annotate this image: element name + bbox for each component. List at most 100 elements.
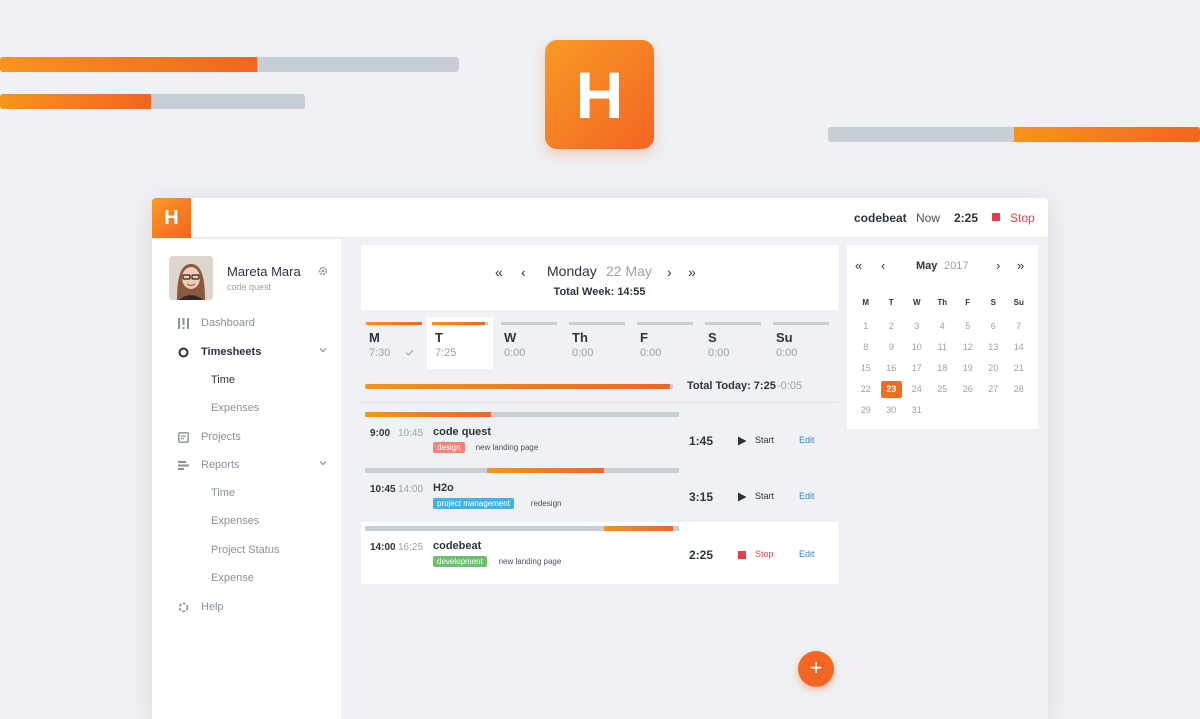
prev-week-icon[interactable]: « (495, 264, 503, 280)
play-icon[interactable] (737, 492, 747, 502)
calendar-day[interactable]: 20 (988, 363, 999, 373)
weekday-m[interactable]: M 7:30 (361, 317, 427, 369)
chevron-down-icon[interactable] (319, 459, 327, 467)
sidebar-item-dashboard[interactable]: Dashboard (152, 313, 341, 335)
app-window: H codebeat Now 2:25 Stop Mareta Mara cod… (152, 198, 1048, 719)
entry-duration: 2:25 (689, 548, 714, 562)
time-entry[interactable]: 14:00 16:25 codebeat development new landing… (361, 522, 838, 584)
start-button[interactable]: Start (755, 435, 775, 445)
circle-icon (178, 347, 189, 358)
day-progress-bar (432, 322, 488, 325)
sidebar-subitem-time[interactable]: Time (211, 374, 236, 386)
sidebar-item-timesheets[interactable]: Timesheets (152, 342, 341, 364)
calendar-day[interactable]: 15 (860, 363, 871, 373)
next-year-icon[interactable]: » (1017, 258, 1025, 273)
calendar-day[interactable]: 3 (914, 321, 920, 331)
calendar-day[interactable]: 12 (962, 342, 973, 352)
sidebar-subitem-time[interactable]: Time (211, 487, 236, 499)
calendar-day[interactable]: 10 (911, 342, 922, 352)
sidebar-subitem-expenses[interactable]: Expenses (211, 402, 260, 414)
app-logo[interactable]: H (152, 198, 191, 238)
calendar-day[interactable]: 6 (990, 321, 996, 331)
prev-year-icon[interactable]: « (855, 258, 863, 273)
entry-tag[interactable]: development (433, 556, 487, 567)
sidebar-item-reports[interactable]: Reports (152, 455, 341, 477)
calendar-day[interactable]: 13 (988, 342, 999, 352)
weekday-w[interactable]: W 0:00 (496, 317, 562, 369)
calendar-day[interactable]: 1 (863, 321, 869, 331)
weekday-f[interactable]: F 0:00 (632, 317, 698, 369)
entry-end-time: 10:45 (398, 428, 424, 439)
calendar-day[interactable]: 5 (965, 321, 971, 331)
time-entry[interactable]: 10:45 14:00 H2o project management redesign 3… (361, 464, 838, 526)
next-week-icon[interactable]: » (688, 264, 696, 280)
today-difference: -0:05 (777, 380, 803, 392)
calendar-day[interactable]: 7 (1016, 321, 1022, 331)
sidebar-item-help[interactable]: Help (152, 597, 341, 619)
stop-icon[interactable] (992, 213, 1000, 221)
calendar-day[interactable]: 9 (888, 342, 894, 352)
calendar-day[interactable]: 21 (1013, 363, 1024, 373)
entry-end-time: 14:00 (398, 484, 424, 495)
calendar-day[interactable]: 16 (886, 363, 897, 373)
calendar-day[interactable]: 2 (888, 321, 894, 331)
calendar-day[interactable]: 24 (911, 384, 922, 394)
calendar-day[interactable]: 19 (962, 363, 973, 373)
avatar[interactable] (169, 256, 213, 300)
next-day-icon[interactable]: › (667, 264, 672, 280)
gear-icon[interactable] (318, 266, 328, 276)
stop-icon[interactable] (737, 550, 747, 560)
help-icon (178, 602, 189, 613)
calendar-day[interactable]: 4 (939, 321, 945, 331)
prev-day-icon[interactable]: ‹ (521, 264, 526, 280)
next-month-icon[interactable]: › (996, 258, 1001, 273)
day-progress-bar (366, 322, 422, 325)
calendar-day[interactable]: 31 (911, 405, 922, 415)
stop-button[interactable]: Stop (1010, 211, 1035, 225)
weekday-hours: 0:00 (504, 347, 526, 359)
entry-tag[interactable]: project management (433, 498, 514, 509)
weekday-su[interactable]: Su 0:00 (768, 317, 834, 369)
weekday-th[interactable]: Th 0:00 (564, 317, 630, 369)
start-button[interactable]: Start (755, 491, 775, 501)
calendar-day[interactable]: 18 (937, 363, 948, 373)
calendar-day[interactable]: 30 (886, 405, 897, 415)
edit-button[interactable]: Edit (799, 491, 815, 501)
calendar-day[interactable]: 8 (863, 342, 869, 352)
entry-project: H2o (433, 482, 454, 494)
calendar-day[interactable]: 29 (860, 405, 871, 415)
time-entry[interactable]: 9:00 10:45 code quest design new landing pag… (361, 408, 838, 470)
add-entry-button[interactable]: + (798, 651, 834, 687)
calendar-day[interactable]: 11 (937, 342, 947, 352)
entry-tag[interactable]: design (433, 442, 465, 453)
calendar-weekday: Su (1013, 298, 1024, 307)
current-date: 22 May (606, 263, 652, 279)
reports-icon (178, 461, 189, 470)
entry-time-bar (365, 526, 679, 531)
weekday-s[interactable]: S 0:00 (700, 317, 766, 369)
stop-button[interactable]: Stop (755, 549, 774, 559)
sidebar-subitem-project-status[interactable]: Project Status (211, 544, 280, 556)
calendar-day[interactable]: 23 (880, 381, 902, 398)
edit-button[interactable]: Edit (799, 549, 815, 559)
weekday-t[interactable]: T 7:25 (427, 317, 493, 369)
weekday-label: Su (776, 330, 793, 345)
prev-month-icon[interactable]: ‹ (881, 258, 886, 273)
calendar-day[interactable]: 27 (988, 384, 999, 394)
calendar: « ‹ May 2017 › » M T W Th F S Su 1 2 3 4 5 6 7 8 9 10 11 1… (847, 245, 1038, 429)
calendar-day[interactable]: 17 (911, 363, 922, 373)
play-icon[interactable] (737, 436, 747, 446)
edit-button[interactable]: Edit (799, 435, 815, 445)
calendar-day[interactable]: 14 (1013, 342, 1024, 352)
chevron-down-icon[interactable] (319, 346, 327, 354)
sidebar-item-label: Help (201, 601, 224, 613)
calendar-day[interactable]: 22 (860, 384, 871, 394)
calendar-day[interactable]: 28 (1013, 384, 1024, 394)
sidebar-subitem-expenses[interactable]: Expenses (211, 515, 260, 527)
calendar-day[interactable]: 25 (937, 384, 948, 394)
sidebar-subitem-expense[interactable]: Expense (211, 572, 254, 584)
entry-project: code quest (433, 426, 492, 438)
calendar-grid: M T W Th F S Su 1 2 3 4 5 6 7 8 9 10 11 12 13 14 15 16 17 18 19 20… (853, 297, 1032, 423)
calendar-day[interactable]: 26 (962, 384, 973, 394)
sidebar-item-projects[interactable]: Projects (152, 427, 341, 449)
